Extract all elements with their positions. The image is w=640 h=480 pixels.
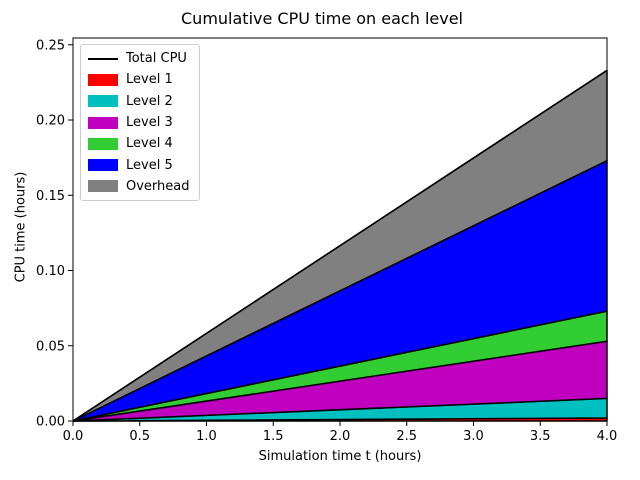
x-tick-label: 0.5: [129, 429, 150, 444]
legend-label: Level 4: [126, 136, 173, 152]
legend-patch-swatch: [88, 116, 118, 129]
x-tick-label: 2.5: [396, 429, 417, 444]
legend-entry: Level 2: [81, 91, 199, 112]
x-tick-label: 1.0: [196, 429, 217, 444]
legend-entry: Level 1: [81, 69, 199, 90]
legend-patch-swatch: [88, 180, 118, 193]
x-tick-label: 3.0: [463, 429, 484, 444]
legend-patch-swatch: [88, 137, 118, 150]
x-axis-label: Simulation time t (hours): [258, 449, 422, 464]
legend-line-swatch: [88, 53, 118, 65]
legend-label: Overhead: [126, 178, 190, 194]
legend-entry: Overhead: [81, 176, 199, 197]
legend-patch-swatch: [88, 159, 118, 172]
y-tick-label: 0.05: [36, 339, 65, 354]
legend-entry: Level 5: [81, 154, 199, 175]
legend-entry: Level 3: [81, 112, 199, 133]
x-tick-label: 3.5: [530, 429, 551, 444]
legend-label: Level 1: [126, 72, 173, 88]
x-tick-label: 0.0: [63, 429, 84, 444]
chart-title: Cumulative CPU time on each level: [181, 9, 463, 28]
x-tick-label: 1.5: [263, 429, 284, 444]
y-tick-label: 0.25: [36, 38, 65, 53]
legend-entry: Total CPU: [81, 48, 199, 69]
x-tick-label: 4.0: [597, 429, 618, 444]
legend-entry: Level 4: [81, 133, 199, 154]
legend-patch-swatch: [88, 73, 118, 86]
y-tick-label: 0.00: [36, 415, 65, 430]
legend-label: Level 3: [126, 115, 173, 131]
total-cpu-line: [72, 69, 608, 422]
y-tick-label: 0.10: [36, 264, 65, 279]
y-tick-label: 0.15: [36, 189, 65, 204]
legend: Total CPU Level 1 Level 2 Level 3 Level 4 Lev…: [80, 44, 200, 202]
legend-label: Level 5: [126, 157, 173, 173]
y-axis-label: CPU time (hours): [13, 171, 29, 283]
y-tick-label: 0.20: [36, 114, 65, 129]
legend-label: Total CPU: [126, 51, 187, 67]
x-tick-label: 2.0: [330, 429, 351, 444]
legend-label: Level 2: [126, 93, 173, 109]
legend-patch-swatch: [88, 95, 118, 108]
